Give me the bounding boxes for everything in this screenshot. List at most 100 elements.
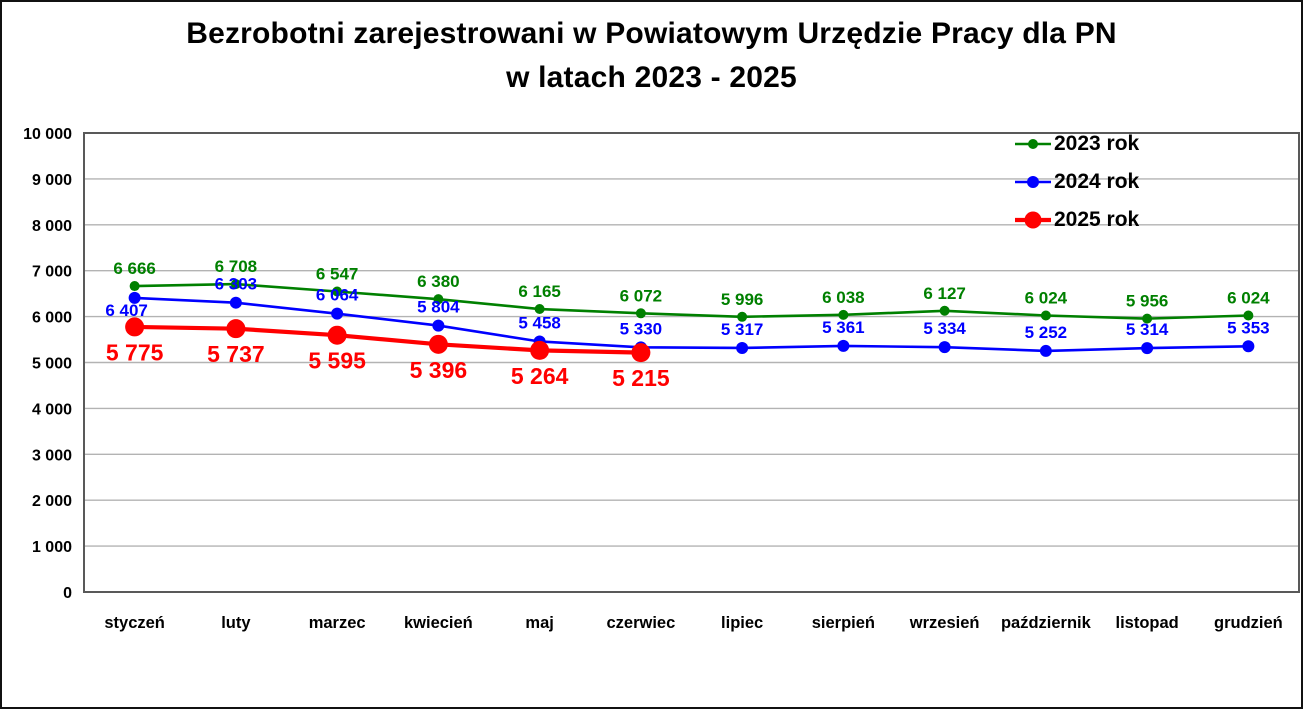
data-label-2024-rok: 5 252 — [1025, 323, 1068, 342]
data-label-2023-rok: 6 708 — [215, 257, 258, 276]
chart-title-line-2: w latach 2023 - 2025 — [506, 61, 797, 94]
y-axis-tick-label: 3 000 — [32, 447, 72, 464]
x-axis-tick-label: październik — [1001, 614, 1092, 632]
y-axis-tick-label: 0 — [63, 585, 72, 602]
data-label-2024-rok: 5 317 — [721, 320, 764, 339]
series-line-2025-rok — [134, 324, 641, 355]
plot-border — [83, 132, 1300, 593]
x-axis-tick-label: wrzesień — [909, 614, 980, 632]
data-label-2024-rok: 6 064 — [316, 286, 359, 305]
data-point-2025-rok — [226, 319, 246, 339]
data-point-2023-rok — [534, 304, 545, 315]
data-point-2024-rok — [837, 339, 850, 352]
data-label-2024-rok: 5 334 — [923, 319, 966, 338]
data-label-2023-rok: 6 127 — [923, 284, 966, 303]
data-label-2025-rok: 5 737 — [207, 341, 265, 367]
data-label-2024-rok: 5 314 — [1126, 320, 1169, 339]
x-axis-tick-label: maj — [525, 614, 553, 632]
data-point-2025-rok — [428, 334, 448, 354]
series-line-2023-rok — [134, 282, 1249, 320]
data-point-2023-rok — [129, 281, 140, 292]
data-point-2023-rok — [838, 309, 849, 320]
x-axis-tick-label: kwiecień — [404, 614, 473, 632]
data-label-2025-rok: 5 396 — [410, 357, 468, 383]
data-point-2023-rok — [939, 305, 950, 316]
y-axis-tick-label: 5 000 — [32, 356, 72, 373]
x-axis-tick-label: styczeń — [104, 614, 165, 632]
data-label-2024-rok: 5 330 — [620, 319, 663, 338]
data-label-2024-rok: 5 361 — [822, 318, 865, 337]
x-axis-tick-label: czerwiec — [606, 614, 675, 632]
data-point-2023-rok — [230, 279, 241, 290]
data-label-2023-rok: 6 547 — [316, 264, 359, 283]
data-point-2025-rok — [327, 325, 347, 345]
data-label-2023-rok: 6 038 — [822, 288, 865, 307]
legend-label-2024: 2024 rok — [1054, 170, 1140, 193]
x-axis-tick-label: grudzień — [1214, 614, 1283, 632]
x-axis-tick-label: lipiec — [721, 614, 763, 632]
legend-marker-2024-icon — [1015, 176, 1051, 188]
y-axis-tick-label: 8 000 — [32, 218, 72, 235]
data-point-2023-rok — [1142, 313, 1153, 324]
data-label-2023-rok: 6 024 — [1227, 288, 1270, 307]
legend-label-2023: 2023 rok — [1054, 132, 1140, 155]
data-label-2023-rok: 6 380 — [417, 272, 460, 291]
y-axis-tick-label: 6 000 — [32, 310, 72, 327]
x-axis-tick-label: listopad — [1115, 614, 1178, 632]
data-label-2024-rok: 6 407 — [105, 301, 148, 320]
series-line-2024-rok — [134, 296, 1249, 353]
series-2023-rok: 6 666 6 708 6 547 6 380 6 165 6 072 5 996 6 038… — [113, 257, 1270, 324]
x-axis-tick-label: sierpień — [812, 614, 875, 632]
legend-item-2025: 2025 rok — [1014, 208, 1139, 232]
data-point-2024-rok — [432, 319, 445, 332]
legend-marker-2025-icon — [1015, 211, 1051, 229]
y-axis-tick-label: 7 000 — [32, 264, 72, 281]
data-point-2023-rok — [1040, 310, 1051, 321]
data-point-2024-rok — [229, 296, 242, 309]
data-point-2023-rok — [635, 308, 646, 319]
data-label-2025-rok: 5 215 — [612, 365, 670, 391]
y-axis: 0 1 000 2 000 3 000 4 000 5 000 6 000 7 000 8 00… — [23, 126, 72, 602]
chart-legend: 2023 rok 2024 rok 2025 rok — [1014, 132, 1139, 232]
data-point-2023-rok — [1243, 310, 1254, 321]
data-label-2024-rok: 5 804 — [417, 298, 460, 317]
data-label-2025-rok: 5 595 — [308, 348, 366, 374]
y-axis-tick-label: 10 000 — [23, 126, 72, 143]
data-point-2023-rok — [332, 286, 343, 297]
legend-item-2023: 2023 rok — [1014, 132, 1139, 156]
data-label-2023-rok: 5 996 — [721, 290, 764, 309]
chart-title: Bezrobotni zarejestrowani w Powiatowym U… — [2, 12, 1301, 100]
y-axis-tick-label: 1 000 — [32, 539, 72, 556]
legend-marker-2023-icon — [1015, 139, 1051, 149]
chart-title-line-1: Bezrobotni zarejestrowani w Powiatowym U… — [186, 17, 1117, 50]
data-point-2023-rok — [737, 311, 748, 322]
data-point-2024-rok — [938, 341, 951, 354]
series-2025-rok: 5 775 5 737 5 595 5 396 5 264 5 215 — [106, 317, 670, 391]
data-label-2024-rok: 5 353 — [1227, 318, 1270, 337]
data-point-2025-rok — [530, 340, 550, 360]
gridlines — [84, 178, 1299, 547]
x-axis-tick-label: luty — [221, 614, 251, 632]
data-point-2024-rok — [1141, 342, 1154, 355]
data-label-2023-rok: 6 666 — [113, 259, 156, 278]
x-axis-tick-label: marzec — [309, 614, 366, 632]
data-label-2023-rok: 6 165 — [518, 282, 561, 301]
data-point-2024-rok — [128, 291, 141, 304]
data-point-2023-rok — [433, 294, 444, 305]
data-label-2025-rok: 5 775 — [106, 339, 164, 365]
data-point-2024-rok — [331, 307, 344, 320]
legend-label-2025: 2025 rok — [1054, 208, 1140, 231]
data-point-2024-rok — [1039, 344, 1052, 357]
data-point-2025-rok — [125, 317, 145, 337]
data-label-2024-rok: 6 303 — [215, 275, 258, 294]
data-label-2025-rok: 5 264 — [511, 363, 569, 389]
data-label-2023-rok: 5 956 — [1126, 292, 1169, 311]
y-axis-tick-label: 9 000 — [32, 172, 72, 189]
data-label-2023-rok: 6 072 — [620, 286, 663, 305]
data-label-2023-rok: 6 024 — [1025, 288, 1068, 307]
y-axis-tick-label: 4 000 — [32, 401, 72, 418]
x-axis: styczeń luty marzec kwiecień maj czerwiec lipi… — [104, 614, 1282, 632]
y-axis-tick-label: 2 000 — [32, 493, 72, 510]
